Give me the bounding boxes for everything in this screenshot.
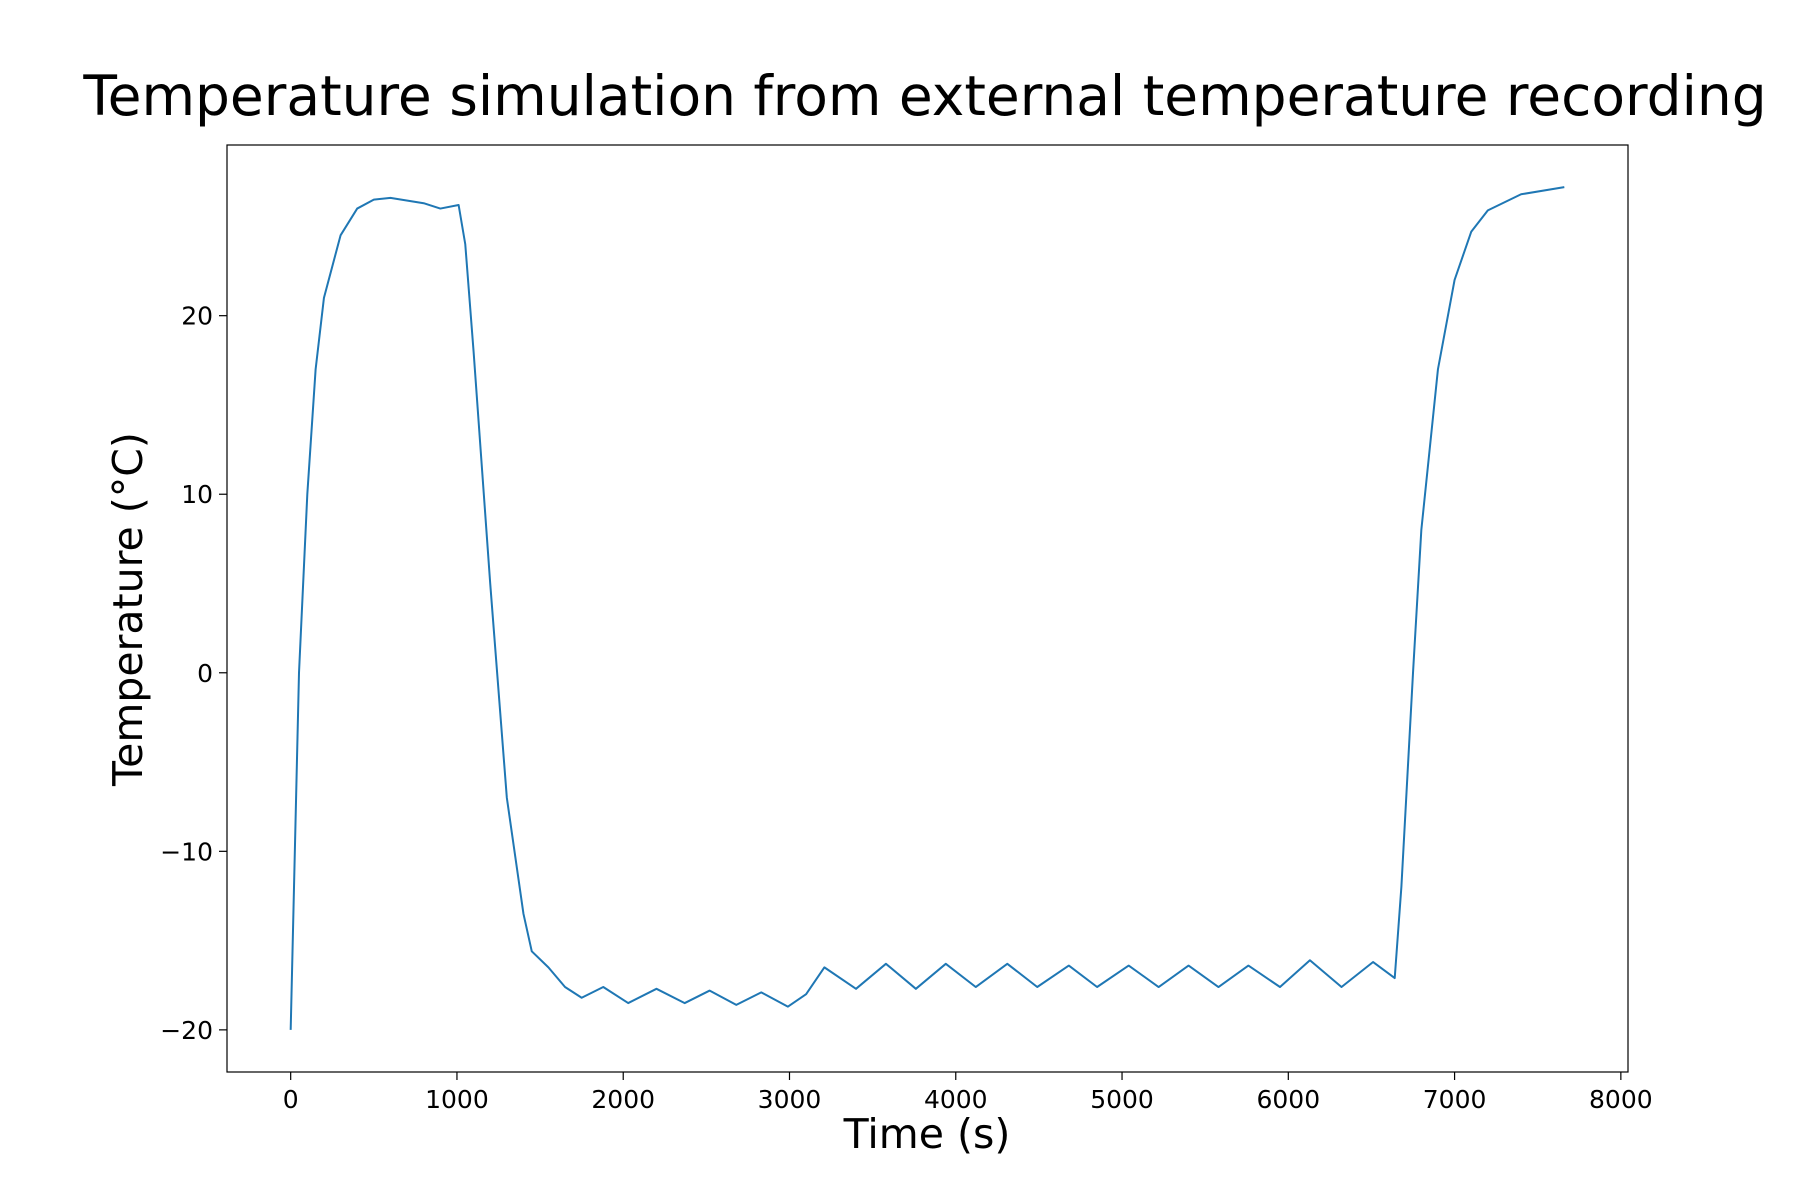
x-tick-label: 4000 (924, 1085, 988, 1114)
y-tick-label: 20 (181, 302, 213, 331)
data-line (289, 186, 1565, 1030)
chart-title: Temperature simulation from external tem… (82, 64, 1766, 128)
x-tick-label: 2000 (591, 1085, 655, 1114)
x-tick-label: 0 (283, 1085, 299, 1114)
x-tick-label: 1000 (425, 1085, 489, 1114)
x-tick-label: 3000 (758, 1085, 822, 1114)
plot-frame (226, 144, 1629, 1073)
y-tick-label: −20 (160, 1016, 213, 1045)
x-axis-label: Time (s) (843, 1110, 1011, 1158)
x-tick-label: 8000 (1589, 1085, 1653, 1114)
x-tick-label: 6000 (1256, 1085, 1320, 1114)
y-tick-label: 10 (181, 480, 213, 509)
y-tick-label: 0 (197, 659, 213, 688)
x-tick-label: 5000 (1090, 1085, 1154, 1114)
y-tick-label: −10 (160, 837, 213, 866)
x-tick-label: 7000 (1423, 1085, 1487, 1114)
y-axis-label: Temperature (°C) (104, 432, 152, 787)
